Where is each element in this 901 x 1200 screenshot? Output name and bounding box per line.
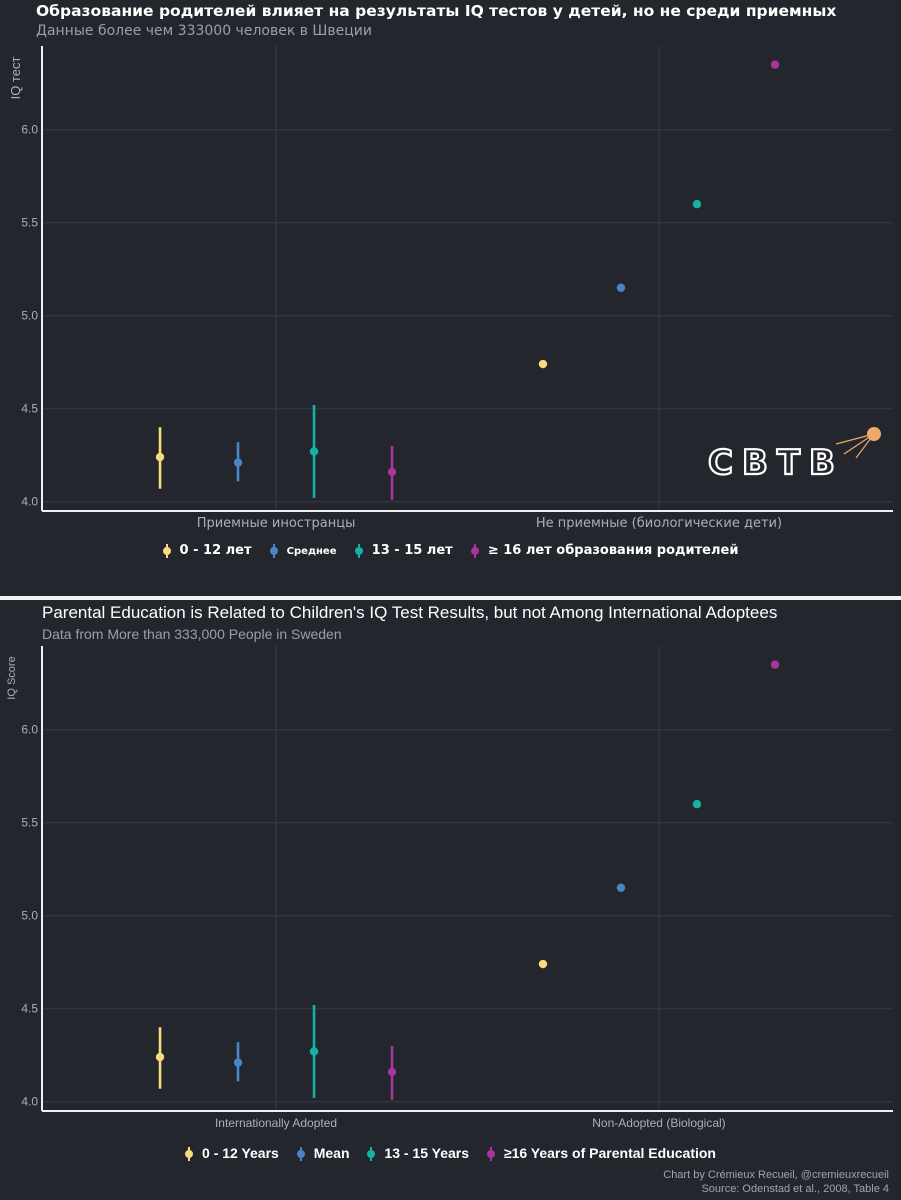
legend-swatch xyxy=(269,543,278,558)
legend-item: 13 - 15 Years xyxy=(367,1145,470,1162)
panel-divider xyxy=(0,596,901,600)
legend-item: ≥16 Years of Parental Education xyxy=(486,1145,716,1162)
legend-swatch xyxy=(162,543,171,558)
y-tick-label: 5.0 xyxy=(21,909,38,923)
legend-swatch xyxy=(470,543,479,558)
data-point xyxy=(233,1058,243,1067)
legend-label: ≥16 Years of Parental Education xyxy=(503,1145,716,1162)
legend-label: Mean xyxy=(313,1145,350,1162)
data-point xyxy=(616,883,626,892)
chart-legend: 0 - 12 Years Mean 13 - 15 Years ≥16 Year… xyxy=(0,1144,901,1162)
chart-legend: 0 - 12 лет Среднее 13 - 15 лет ≥ 16 лет … xyxy=(0,543,901,558)
data-point xyxy=(309,1047,319,1056)
data-point xyxy=(616,283,626,292)
y-tick-label: 4.5 xyxy=(21,402,38,416)
y-axis-label: IQ Score xyxy=(6,656,18,699)
legend-label: 13 - 15 Years xyxy=(384,1145,470,1162)
legend-swatch xyxy=(354,543,363,558)
chart-subtitle: Data from More than 333,000 People in Sw… xyxy=(42,626,342,642)
chart-panel-russian: Образование родителей влияет на результа… xyxy=(0,0,901,596)
data-point xyxy=(538,359,548,369)
legend-item: ≥ 16 лет образования родителей xyxy=(470,543,739,558)
data-point xyxy=(692,199,702,209)
chart-source: Source: Odenstad et al., 2008, Table 4 xyxy=(701,1183,889,1195)
legend-swatch xyxy=(185,1147,194,1162)
legend-item: 0 - 12 лет xyxy=(162,543,252,558)
legend-item: 0 - 12 Years xyxy=(185,1145,279,1162)
y-tick-label: 4.0 xyxy=(21,495,38,509)
y-tick-label: 5.5 xyxy=(21,816,38,830)
data-point xyxy=(155,1052,165,1062)
x-tick-label: Internationally Adopted xyxy=(215,1116,337,1130)
legend-item: Mean xyxy=(296,1145,350,1162)
chart-subtitle: Данные более чем 333000 человек в Швеции xyxy=(36,23,372,39)
legend-item: 13 - 15 лет xyxy=(354,543,453,558)
data-point xyxy=(309,447,319,456)
x-tick-label: Non-Adopted (Biological) xyxy=(592,1116,725,1130)
data-point xyxy=(155,452,165,462)
data-point xyxy=(770,660,780,669)
legend-label: 0 - 12 Years xyxy=(202,1145,279,1162)
data-point xyxy=(770,60,780,69)
y-tick-label: 4.0 xyxy=(21,1095,38,1109)
y-tick-label: 5.5 xyxy=(21,216,38,230)
y-axis-label: IQ тест xyxy=(8,57,23,100)
legend-label: Среднее xyxy=(286,546,337,557)
legend-label: 0 - 12 лет xyxy=(179,543,252,558)
legend-swatch xyxy=(296,1147,305,1162)
svtv-logo: СВТВ xyxy=(707,427,881,483)
legend-swatch xyxy=(486,1147,495,1162)
chart-panel-english: Parental Education is Related to Childre… xyxy=(0,600,901,1200)
data-point xyxy=(538,959,548,969)
legend-swatch xyxy=(367,1147,376,1162)
svg-text:СВТВ: СВТВ xyxy=(708,443,844,483)
chart-plot: 4.0 4.5 5.0 5.5 6.0 IQ тест Приемные иностранц… xyxy=(8,46,893,531)
x-tick-label: Не приемные (биологические дети) xyxy=(536,516,782,531)
legend-label: 13 - 15 лет xyxy=(371,543,453,558)
data-point xyxy=(387,467,397,477)
chart-title: Parental Education is Related to Childre… xyxy=(42,603,778,622)
x-tick-label: Приемные иностранцы xyxy=(197,516,356,531)
y-tick-label: 6.0 xyxy=(21,123,38,137)
chart-plot: 4.0 4.5 5.0 5.5 6.0 IQ Score Internationally A… xyxy=(6,646,893,1130)
y-tick-label: 6.0 xyxy=(21,723,38,737)
data-point xyxy=(387,1067,397,1077)
chart-title: Образование родителей влияет на результа… xyxy=(36,2,837,20)
y-tick-label: 5.0 xyxy=(21,309,38,323)
legend-label: ≥ 16 лет образования родителей xyxy=(487,543,739,558)
y-tick-label: 4.5 xyxy=(21,1002,38,1016)
data-point xyxy=(233,458,243,467)
legend-item: Среднее xyxy=(269,543,337,558)
chart-credit: Chart by Crémieux Recueil, @cremieuxrecu… xyxy=(663,1169,889,1181)
data-point xyxy=(692,799,702,809)
